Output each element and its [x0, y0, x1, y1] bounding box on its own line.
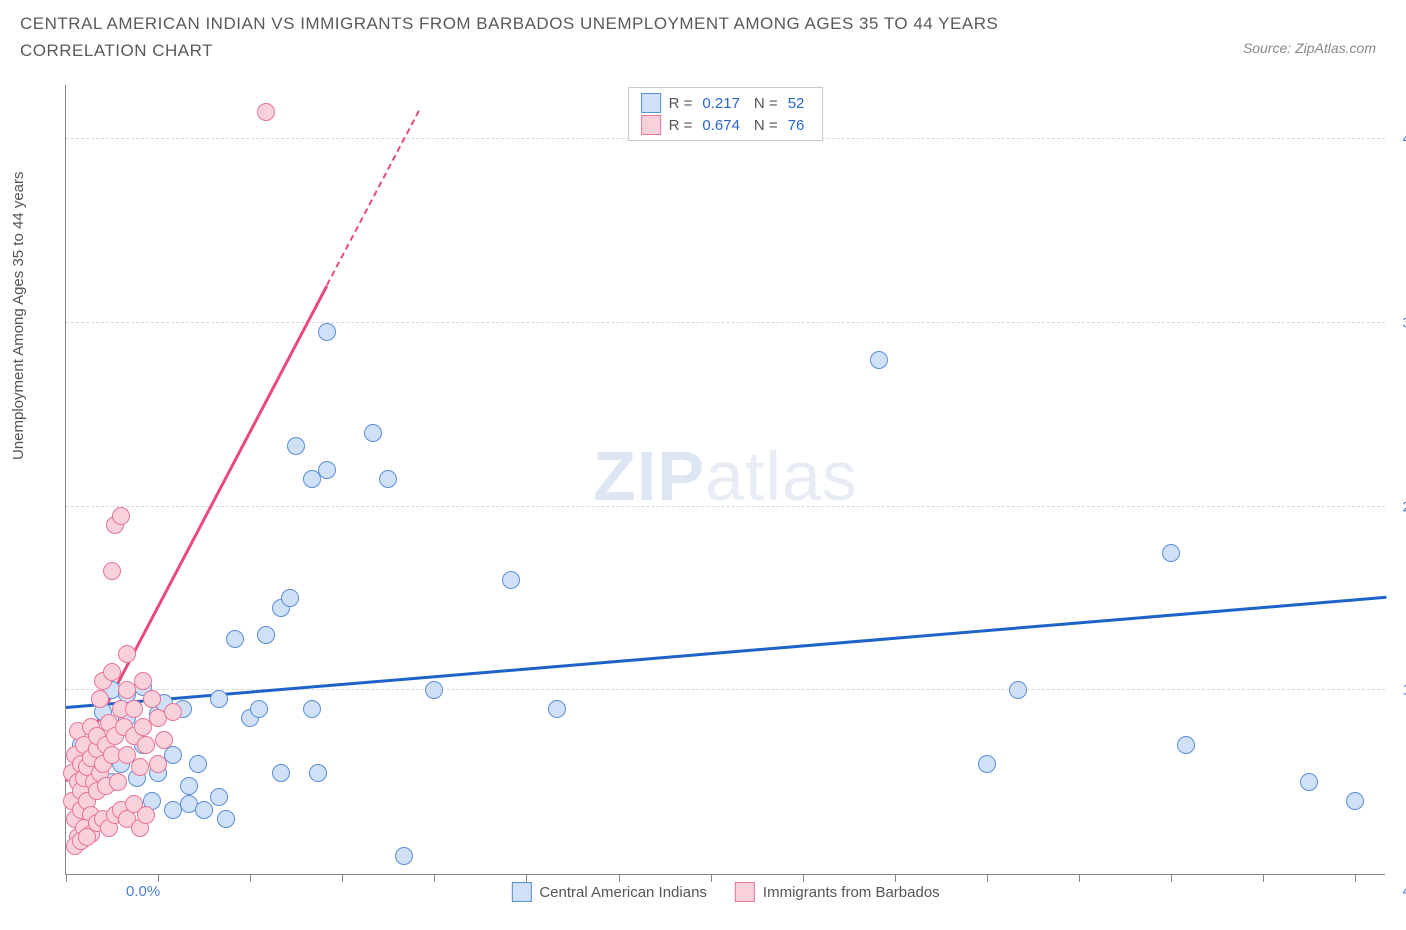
data-point	[303, 700, 321, 718]
data-point	[149, 755, 167, 773]
data-point	[118, 645, 136, 663]
watermark: ZIPatlas	[593, 436, 858, 516]
swatch-icon	[511, 882, 531, 902]
data-point	[1162, 544, 1180, 562]
gridline	[66, 506, 1385, 507]
x-tick	[803, 874, 804, 882]
stat-value-n: 76	[788, 117, 805, 134]
y-tick-label: 10.0%	[1390, 682, 1406, 699]
stat-value-r: 0.674	[702, 117, 740, 134]
legend-label: Immigrants from Barbados	[763, 884, 940, 901]
data-point	[210, 788, 228, 806]
chart-title: CENTRAL AMERICAN INDIAN VS IMMIGRANTS FR…	[20, 10, 1120, 64]
trend-line	[326, 110, 420, 285]
legend-row-series-1: R = 0.217 N = 52	[641, 92, 811, 114]
x-tick	[434, 874, 435, 882]
x-tick	[1079, 874, 1080, 882]
x-tick	[1355, 874, 1356, 882]
data-point	[978, 755, 996, 773]
data-point	[137, 806, 155, 824]
legend-item: Central American Indians	[511, 882, 707, 902]
data-point	[78, 828, 96, 846]
data-point	[870, 351, 888, 369]
stat-label-r: R =	[669, 95, 693, 112]
data-point	[137, 736, 155, 754]
data-point	[155, 731, 173, 749]
data-point	[189, 755, 207, 773]
correlation-legend: R = 0.217 N = 52 R = 0.674 N = 76	[628, 87, 824, 141]
data-point	[1346, 792, 1364, 810]
scatter-plot-area: ZIPatlas R = 0.217 N = 52 R = 0.674 N = …	[65, 85, 1385, 875]
data-point	[502, 571, 520, 589]
data-point	[287, 437, 305, 455]
data-point	[548, 700, 566, 718]
trend-line	[66, 596, 1386, 709]
stat-label-n: N =	[754, 95, 778, 112]
stat-value-r: 0.217	[702, 95, 740, 112]
data-point	[103, 562, 121, 580]
data-point	[180, 777, 198, 795]
data-point	[364, 424, 382, 442]
legend-item: Immigrants from Barbados	[735, 882, 940, 902]
x-tick	[619, 874, 620, 882]
data-point	[195, 801, 213, 819]
x-tick	[250, 874, 251, 882]
data-point	[226, 630, 244, 648]
x-tick	[342, 874, 343, 882]
stat-label-r: R =	[669, 117, 693, 134]
swatch-icon	[641, 93, 661, 113]
x-tick	[1263, 874, 1264, 882]
y-axis-label: Unemployment Among Ages 35 to 44 years	[10, 171, 27, 460]
x-tick	[158, 874, 159, 882]
data-point	[109, 773, 127, 791]
data-point	[131, 758, 149, 776]
legend-row-series-2: R = 0.674 N = 76	[641, 114, 811, 136]
data-point	[143, 690, 161, 708]
data-point	[112, 507, 130, 525]
data-point	[425, 681, 443, 699]
swatch-icon	[735, 882, 755, 902]
data-point	[379, 470, 397, 488]
series-legend: Central American Indians Immigrants from…	[511, 882, 939, 902]
x-tick	[895, 874, 896, 882]
data-point	[1177, 736, 1195, 754]
data-point	[134, 672, 152, 690]
x-tick	[711, 874, 712, 882]
y-tick-label: 30.0%	[1390, 314, 1406, 331]
x-tick	[66, 874, 67, 882]
data-point	[210, 690, 228, 708]
data-point	[309, 764, 327, 782]
data-point	[103, 663, 121, 681]
legend-label: Central American Indians	[539, 884, 707, 901]
data-point	[1300, 773, 1318, 791]
y-tick-label: 20.0%	[1390, 498, 1406, 515]
data-point	[164, 703, 182, 721]
data-point	[318, 461, 336, 479]
swatch-icon	[641, 115, 661, 135]
x-tick	[987, 874, 988, 882]
x-tick	[526, 874, 527, 882]
data-point	[395, 847, 413, 865]
y-tick-label: 40.0%	[1390, 131, 1406, 148]
data-point	[272, 764, 290, 782]
stat-label-n: N =	[754, 117, 778, 134]
data-point	[250, 700, 268, 718]
stat-value-n: 52	[788, 95, 805, 112]
data-point	[1009, 681, 1027, 699]
x-tick	[1171, 874, 1172, 882]
data-point	[281, 589, 299, 607]
x-tick-label-min: 0.0%	[126, 883, 160, 900]
data-point	[257, 626, 275, 644]
x-tick-label-max: 40.0%	[1402, 883, 1406, 900]
data-point	[318, 323, 336, 341]
data-point	[217, 810, 235, 828]
gridline	[66, 322, 1385, 323]
data-point	[125, 700, 143, 718]
data-point	[257, 103, 275, 121]
data-point	[91, 690, 109, 708]
source-attribution: Source: ZipAtlas.com	[1243, 40, 1376, 56]
